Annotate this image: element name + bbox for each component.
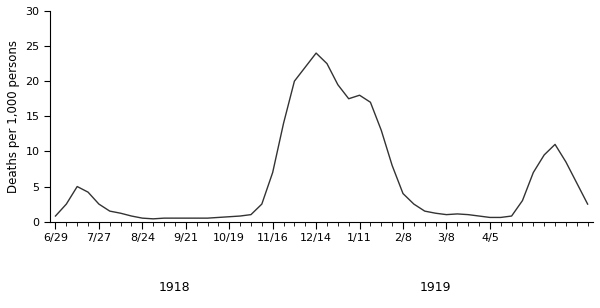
Text: 1918: 1918: [159, 281, 191, 294]
Text: 1919: 1919: [420, 281, 451, 294]
Y-axis label: Deaths per 1,000 persons: Deaths per 1,000 persons: [7, 40, 20, 193]
